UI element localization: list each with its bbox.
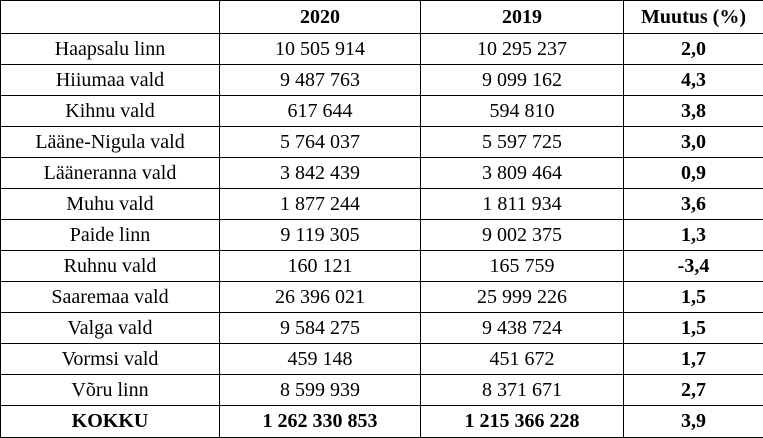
row-value-2019: 9 002 375 [421, 220, 624, 251]
row-change: 3,8 [624, 96, 763, 127]
row-value-2019: 594 810 [421, 96, 624, 127]
row-value-2019: 165 759 [421, 251, 624, 282]
row-value-2019: 3 809 464 [421, 158, 624, 189]
row-value-2020: 617 644 [220, 96, 421, 127]
row-name: Kihnu vald [1, 96, 220, 127]
row-change: 1,5 [624, 313, 763, 344]
row-value-2019: 9 438 724 [421, 313, 624, 344]
table-row: Lääneranna vald 3 842 439 3 809 464 0,9 [1, 158, 763, 189]
total-name: KOKKU [1, 406, 220, 438]
row-change: 3,0 [624, 127, 763, 158]
row-value-2020: 9 119 305 [220, 220, 421, 251]
row-name: Lääne-Nigula vald [1, 127, 220, 158]
total-value-2019: 1 215 366 228 [421, 406, 624, 438]
row-name: Hiiumaa vald [1, 65, 220, 96]
row-value-2019: 1 811 934 [421, 189, 624, 220]
total-change: 3,9 [624, 406, 763, 438]
row-name: Vormsi vald [1, 344, 220, 375]
row-value-2020: 10 505 914 [220, 34, 421, 65]
row-name: Muhu vald [1, 189, 220, 220]
row-change: -3,4 [624, 251, 763, 282]
row-value-2020: 8 599 939 [220, 375, 421, 406]
header-cell-change: Muutus (%) [624, 1, 763, 34]
table-row: Vormsi vald 459 148 451 672 1,7 [1, 344, 763, 375]
table-row: Haapsalu linn 10 505 914 10 295 237 2,0 [1, 34, 763, 65]
table-row: Saaremaa vald 26 396 021 25 999 226 1,5 [1, 282, 763, 313]
row-change: 1,3 [624, 220, 763, 251]
row-value-2019: 10 295 237 [421, 34, 624, 65]
row-name: Võru linn [1, 375, 220, 406]
table-row: Paide linn 9 119 305 9 002 375 1,3 [1, 220, 763, 251]
table-row: Muhu vald 1 877 244 1 811 934 3,6 [1, 189, 763, 220]
table-row: Lääne-Nigula vald 5 764 037 5 597 725 3,… [1, 127, 763, 158]
row-change: 3,6 [624, 189, 763, 220]
row-value-2020: 1 877 244 [220, 189, 421, 220]
header-cell-name [1, 1, 220, 34]
header-cell-2019: 2019 [421, 1, 624, 34]
table-row: Võru linn 8 599 939 8 371 671 2,7 [1, 375, 763, 406]
row-change: 0,9 [624, 158, 763, 189]
row-value-2019: 9 099 162 [421, 65, 624, 96]
row-value-2019: 451 672 [421, 344, 624, 375]
row-name: Lääneranna vald [1, 158, 220, 189]
row-name: Saaremaa vald [1, 282, 220, 313]
row-change: 2,7 [624, 375, 763, 406]
table-row: Hiiumaa vald 9 487 763 9 099 162 4,3 [1, 65, 763, 96]
row-name: Paide linn [1, 220, 220, 251]
row-value-2020: 3 842 439 [220, 158, 421, 189]
table-row: Ruhnu vald 160 121 165 759 -3,4 [1, 251, 763, 282]
row-change: 1,5 [624, 282, 763, 313]
row-change: 1,7 [624, 344, 763, 375]
row-name: Valga vald [1, 313, 220, 344]
row-value-2020: 9 487 763 [220, 65, 421, 96]
row-value-2019: 5 597 725 [421, 127, 624, 158]
row-value-2019: 25 999 226 [421, 282, 624, 313]
row-value-2020: 9 584 275 [220, 313, 421, 344]
header-cell-2020: 2020 [220, 1, 421, 34]
row-change: 4,3 [624, 65, 763, 96]
row-value-2019: 8 371 671 [421, 375, 624, 406]
total-row: KOKKU 1 262 330 853 1 215 366 228 3,9 [1, 406, 763, 438]
row-value-2020: 459 148 [220, 344, 421, 375]
row-change: 2,0 [624, 34, 763, 65]
row-name: Ruhnu vald [1, 251, 220, 282]
row-value-2020: 160 121 [220, 251, 421, 282]
header-row: 2020 2019 Muutus (%) [1, 1, 763, 34]
row-name: Haapsalu linn [1, 34, 220, 65]
total-value-2020: 1 262 330 853 [220, 406, 421, 438]
table-row: Valga vald 9 584 275 9 438 724 1,5 [1, 313, 763, 344]
row-value-2020: 26 396 021 [220, 282, 421, 313]
table-row: Kihnu vald 617 644 594 810 3,8 [1, 96, 763, 127]
row-value-2020: 5 764 037 [220, 127, 421, 158]
